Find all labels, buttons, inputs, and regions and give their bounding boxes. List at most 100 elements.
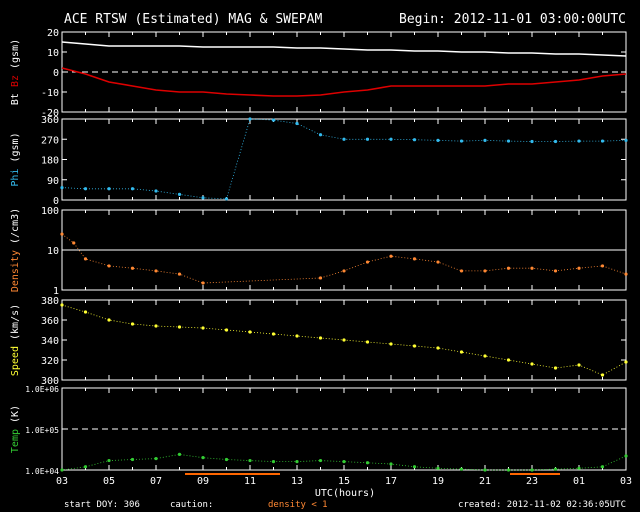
series-line-speed <box>61 304 627 376</box>
data-point-density <box>318 276 323 280</box>
x-tick-label: 15 <box>338 476 350 487</box>
series-line-density <box>61 233 627 284</box>
data-point-density <box>389 254 393 258</box>
data-point-temp <box>154 456 158 461</box>
data-point-phi <box>530 139 534 144</box>
data-point-speed <box>483 354 487 358</box>
y-tick-label-density: 1 <box>53 286 59 297</box>
data-point-phi <box>600 139 605 143</box>
data-point-speed <box>530 362 534 366</box>
y-tick-label-temp: 1.0E+06 <box>25 385 59 394</box>
y-tick-label-phi: 0 <box>53 196 59 207</box>
y-tick-label-temp: 1.0E+05 <box>25 426 59 435</box>
y-axis-label-speed: Speed (km/s) <box>10 304 21 376</box>
data-point-phi <box>295 121 299 126</box>
data-point-density <box>365 260 370 264</box>
y-tick-label-speed: 300 <box>41 376 59 387</box>
density-caution-note: density < 1 <box>268 500 328 510</box>
x-tick-label: 05 <box>103 476 115 487</box>
data-point-density <box>459 269 464 273</box>
y-tick-label-bt-bz: -10 <box>41 88 59 99</box>
data-point-temp <box>224 457 229 462</box>
data-point-temp <box>130 457 135 462</box>
start-doy: start DOY: 306 <box>64 500 140 510</box>
data-point-density <box>72 241 76 245</box>
data-point-phi <box>436 138 440 142</box>
data-point-temp <box>295 460 299 464</box>
y-tick-label-phi: 270 <box>41 135 59 146</box>
created-time: created: 2012-11-02 02:36:05UTC <box>458 500 626 510</box>
data-point-temp <box>342 460 346 464</box>
data-point-temp <box>483 468 487 472</box>
x-tick-label: 01 <box>573 476 585 487</box>
data-point-phi <box>389 137 393 141</box>
data-point-phi <box>459 139 464 143</box>
data-point-speed <box>624 360 628 364</box>
data-point-speed <box>130 322 135 326</box>
y-tick-label-speed: 340 <box>41 336 59 347</box>
data-point-temp <box>365 461 370 465</box>
data-point-phi <box>154 189 158 193</box>
data-point-speed <box>365 340 370 344</box>
data-point-phi <box>553 139 558 144</box>
data-point-speed <box>389 342 393 346</box>
y-tick-label-phi: 360 <box>41 115 59 126</box>
data-point-phi <box>107 187 111 191</box>
data-point-speed <box>201 326 205 330</box>
data-point-phi <box>83 187 88 191</box>
data-point-density <box>436 260 440 264</box>
data-point-temp <box>318 458 323 463</box>
data-point-temp <box>459 467 464 471</box>
y-tick-label-phi: 180 <box>41 156 59 167</box>
y-axis-label-phi: Phi (gsm) <box>10 132 21 186</box>
x-tick-label: 03 <box>620 476 632 487</box>
data-point-density <box>600 264 605 268</box>
data-point-phi <box>271 118 276 122</box>
data-point-speed <box>600 373 605 377</box>
data-point-density <box>107 264 111 268</box>
series-line-phi <box>61 118 627 200</box>
x-axis-label: UTC(hours) <box>315 488 375 499</box>
panel-frame-phi <box>61 118 627 201</box>
data-point-phi <box>130 187 135 191</box>
data-point-speed <box>459 350 464 354</box>
data-point-phi <box>624 138 628 142</box>
y-tick-label-speed: 380 <box>41 296 59 307</box>
data-point-speed <box>107 318 111 322</box>
data-point-temp <box>83 465 88 469</box>
data-point-temp <box>201 456 205 460</box>
data-point-density <box>130 266 135 270</box>
series-line-bt-bz-bz <box>61 67 627 97</box>
x-tick-label: 07 <box>150 476 162 487</box>
data-point-density <box>483 269 487 273</box>
data-point-density <box>60 232 64 236</box>
data-point-speed <box>271 332 276 336</box>
data-point-phi <box>577 139 581 143</box>
data-point-speed <box>412 344 417 348</box>
data-point-density <box>201 281 205 285</box>
series-line-bt-bz-bt <box>61 41 627 57</box>
data-point-speed <box>436 346 440 350</box>
data-point-speed <box>506 358 511 362</box>
data-point-temp <box>530 468 534 472</box>
x-tick-label: 11 <box>244 476 256 487</box>
y-axis-label-temp: Temp (K) <box>10 405 21 453</box>
x-tick-label: 13 <box>291 476 303 487</box>
begin-time: Begin: 2012-11-01 03:00:00UTC <box>399 12 626 27</box>
y-tick-label-temp: 1.0E+04 <box>25 467 59 476</box>
x-tick-label: 23 <box>526 476 538 487</box>
data-point-density <box>83 257 88 261</box>
data-point-phi <box>412 138 417 142</box>
y-axis-label-bt-bz: Bt Bz (gsm) <box>10 39 21 105</box>
caution-label: caution: <box>170 500 213 510</box>
y-tick-label-density: 10 <box>47 246 59 257</box>
data-point-phi <box>248 117 252 121</box>
data-point-temp <box>600 465 605 469</box>
data-point-density <box>412 257 417 261</box>
y-tick-label-bt-bz: 0 <box>53 68 59 79</box>
chart-title: ACE RTSW (Estimated) MAG & SWEPAM <box>64 12 322 27</box>
x-tick-label: 09 <box>197 476 209 487</box>
y-tick-label-bt-bz: 20 <box>47 28 59 39</box>
